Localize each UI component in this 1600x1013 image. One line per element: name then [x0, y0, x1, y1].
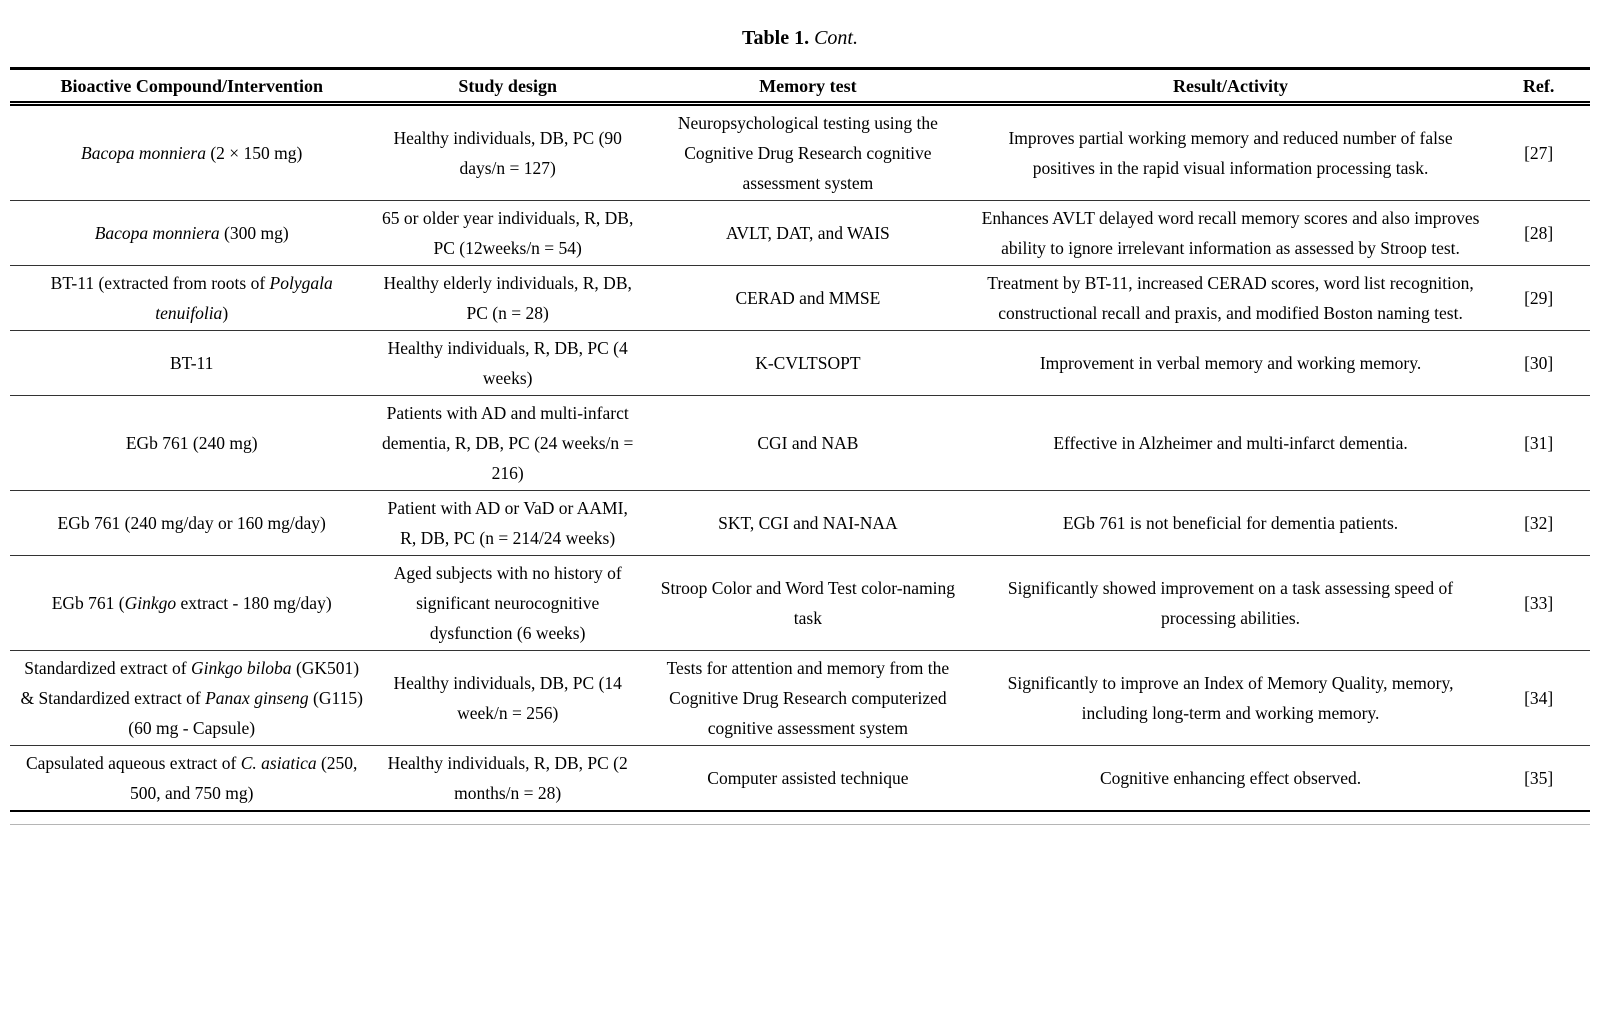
cell-compound: EGb 761 (240 mg/day or 160 mg/day): [10, 490, 374, 556]
cell-compound: EGb 761 (240 mg): [10, 395, 374, 491]
cell-test: AVLT, DAT, and WAIS: [641, 200, 974, 266]
column-header-compound: Bioactive Compound/Intervention: [10, 68, 374, 106]
table-row: Capsulated aqueous extract of C. asiatic…: [10, 746, 1590, 812]
cell-result: Improvement in verbal memory and working…: [973, 330, 1488, 396]
cell-design: Healthy individuals, R, DB, PC (2 months…: [387, 753, 628, 803]
cell-ref: [27]: [1487, 103, 1590, 201]
cell-ref: [33]: [1487, 555, 1590, 651]
cell-ref: [31]: [1487, 395, 1590, 491]
cell-result: Treatment by BT-11, increased CERAD scor…: [973, 265, 1488, 331]
cell-result: Effective in Alzheimer and multi-infarct…: [973, 395, 1488, 491]
cell-ref: [32]: [1487, 490, 1590, 556]
cell-ref: [28]: [1487, 200, 1590, 266]
page-bottom-rule: [10, 824, 1590, 825]
table-row: BT-11 Healthy individuals, R, DB, PC (4 w…: [10, 330, 1590, 396]
cell-compound: Capsulated aqueous extract of C. asiatic…: [25, 753, 358, 803]
column-header-design: Study design: [373, 68, 642, 106]
table-title-cont: Cont.: [814, 27, 858, 49]
cell-design: Healthy individuals, R, DB, PC (4 weeks): [373, 330, 642, 396]
cell-result: Cognitive enhancing effect observed.: [1099, 768, 1362, 788]
cell-test: Tests for attention and memory from the …: [641, 650, 974, 746]
column-header-test: Memory test: [641, 68, 974, 106]
table-title: Table 1. Cont.: [0, 26, 1600, 50]
cell-ref: [35]: [1524, 768, 1554, 788]
cell-compound: Standardized extract of Ginkgo biloba (G…: [10, 650, 374, 746]
table-row: EGb 761 (Ginkgo extract - 180 mg/day) Age…: [10, 555, 1590, 651]
cell-design: Healthy individuals, DB, PC (14 week/n =…: [373, 650, 642, 746]
cell-test: SKT, CGI and NAI-NAA: [641, 490, 974, 556]
cell-test: Neuropsychological testing using the Cog…: [641, 103, 974, 201]
cell-ref: [30]: [1487, 330, 1590, 396]
cell-result: EGb 761 is not beneficial for dementia p…: [973, 490, 1488, 556]
table-header: Bioactive Compound/Intervention Study des…: [10, 68, 1590, 106]
table-row: Standardized extract of Ginkgo biloba (G…: [10, 650, 1590, 746]
cell-test: CGI and NAB: [641, 395, 974, 491]
column-header-result: Result/Activity: [973, 68, 1488, 106]
cell-compound: BT-11 (extracted from roots of Polygala …: [10, 265, 374, 331]
table-row: BT-11 (extracted from roots of Polygala …: [10, 265, 1590, 331]
cell-ref: [34]: [1487, 650, 1590, 746]
cell-compound: Bacopa monniera (2 × 150 mg): [10, 103, 374, 201]
cell-result: Enhances AVLT delayed word recall memory…: [973, 200, 1488, 266]
cell-result: Significantly showed improvement on a ta…: [973, 555, 1488, 651]
table-row: Bacopa monniera (2 × 150 mg) Healthy indi…: [10, 103, 1590, 201]
table-row: Bacopa monniera (300 mg) 65 or older year…: [10, 200, 1590, 266]
cell-compound: EGb 761 (Ginkgo extract - 180 mg/day): [10, 555, 374, 651]
column-header-ref: Ref.: [1487, 68, 1590, 106]
table-row: EGb 761 (240 mg/day or 160 mg/day) Patien…: [10, 490, 1590, 556]
cell-result: Significantly to improve an Index of Mem…: [973, 650, 1488, 746]
table-title-label: Table 1.: [742, 27, 810, 49]
table-row: EGb 761 (240 mg) Patients with AD and mul…: [10, 395, 1590, 491]
cell-test: Stroop Color and Word Test color-naming …: [641, 555, 974, 651]
cell-compound: Bacopa monniera (300 mg): [10, 200, 374, 266]
cell-design: 65 or older year individuals, R, DB, PC …: [373, 200, 642, 266]
table-header-row: Bioactive Compound/Intervention Study des…: [10, 68, 1590, 106]
cell-test: CERAD and MMSE: [641, 265, 974, 331]
cell-test: Computer assisted technique: [707, 768, 909, 788]
study-table: Bioactive Compound/Intervention Study des…: [10, 67, 1590, 812]
cell-design: Aged subjects with no history of signifi…: [373, 555, 642, 651]
table-body: Bacopa monniera (2 × 150 mg) Healthy indi…: [10, 103, 1590, 812]
cell-test: K-CVLTSOPT: [641, 330, 974, 396]
cell-design: Healthy elderly individuals, R, DB, PC (…: [373, 265, 642, 331]
cell-compound: BT-11: [10, 330, 374, 396]
cell-ref: [29]: [1487, 265, 1590, 331]
cell-design: Healthy individuals, DB, PC (90 days/n =…: [373, 103, 642, 201]
cell-design: Patients with AD and multi-infarct demen…: [373, 395, 642, 491]
cell-design: Patient with AD or VaD or AAMI, R, DB, P…: [373, 490, 642, 556]
cell-result: Improves partial working memory and redu…: [973, 103, 1488, 201]
